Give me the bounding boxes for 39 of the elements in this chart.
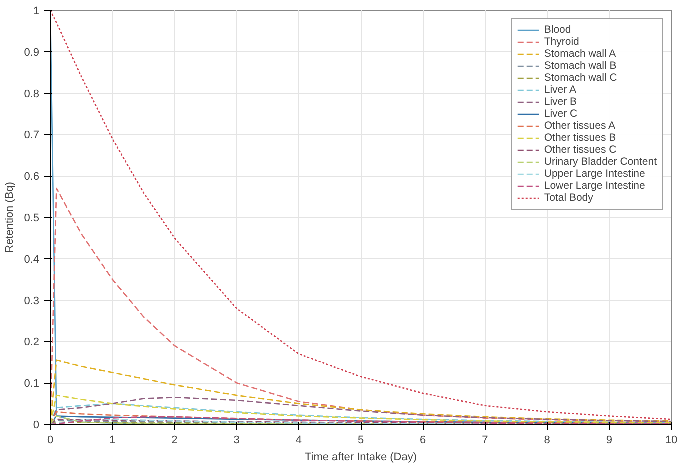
x-axis-title: Time after Intake (Day) xyxy=(304,452,418,464)
x-tick-label: 9 xyxy=(606,434,612,446)
y-tick-label: 0.8 xyxy=(24,88,40,100)
legend-label: Lower Large Intestine xyxy=(544,180,646,192)
legend-label: Stomach wall B xyxy=(544,60,617,72)
y-tick-label: 0 xyxy=(33,420,40,432)
x-tick-label: 4 xyxy=(296,434,302,446)
y-tick-label: 0.1 xyxy=(24,378,40,390)
legend-label: Other tissues A xyxy=(544,120,616,132)
x-tick-label: 7 xyxy=(482,434,488,446)
x-tick-label: 6 xyxy=(420,434,426,446)
legend-label: Stomach wall A xyxy=(544,48,616,60)
y-tick-label: 0.6 xyxy=(24,171,40,184)
x-tick-label: 2 xyxy=(172,434,178,446)
x-tick-label: 3 xyxy=(234,434,240,446)
x-tick-label: 10 xyxy=(665,434,678,446)
legend-label: Urinary Bladder Content xyxy=(544,156,657,168)
x-tick-label: 5 xyxy=(358,434,364,446)
y-tick-label: 0.9 xyxy=(24,46,40,59)
legend-label: Liver C xyxy=(544,108,578,120)
legend-label: Liver B xyxy=(544,96,578,108)
legend-label: Other tissues B xyxy=(544,132,616,144)
legend-label: Other tissues C xyxy=(544,144,617,156)
y-tick-label: 0.2 xyxy=(24,336,40,349)
x-tick-label: 0 xyxy=(47,434,54,446)
legend-label: Total Body xyxy=(544,192,594,204)
legend-label: Blood xyxy=(544,24,572,36)
y-axis-title: Retention (Bq) xyxy=(4,182,16,253)
legend-label: Liver A xyxy=(544,84,576,96)
y-tick-label: 0.3 xyxy=(24,295,40,308)
y-tick-label: 0.4 xyxy=(24,254,40,266)
legend-label: Upper Large Intestine xyxy=(544,168,646,180)
legend-label: Stomach wall C xyxy=(544,72,618,84)
y-tick-label: 0.5 xyxy=(24,212,40,224)
legend-label: Thyroid xyxy=(544,36,580,48)
x-tick-label: 8 xyxy=(544,434,550,446)
x-tick-label: 1 xyxy=(110,434,116,446)
y-tick-label: 0.7 xyxy=(24,130,40,142)
y-tick-label: 1 xyxy=(33,6,40,18)
